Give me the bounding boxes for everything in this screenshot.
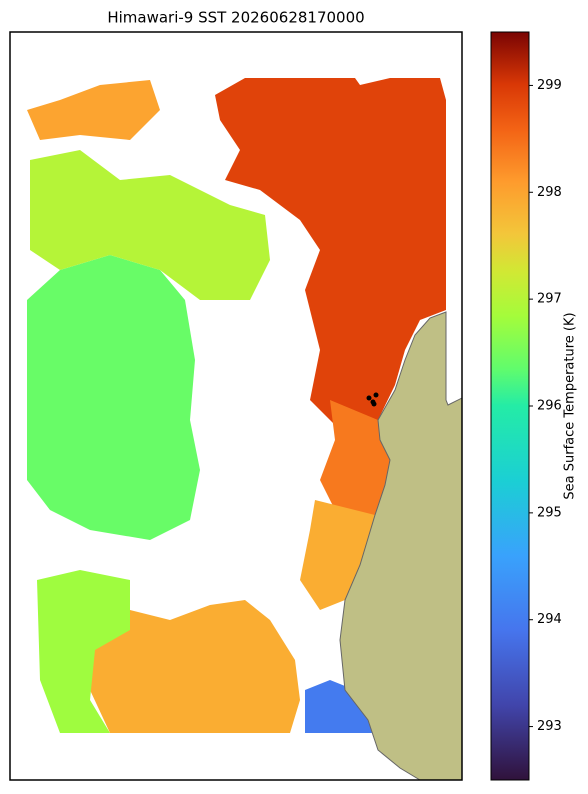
colorbar-tick-label: 297 <box>537 292 562 307</box>
sst-region <box>30 150 270 300</box>
marker-dot <box>366 395 372 401</box>
marker-dot <box>373 392 379 398</box>
colorbar-tick-label: 293 <box>537 719 562 734</box>
colorbar <box>490 31 530 781</box>
sst-region <box>215 78 446 440</box>
colorbar-label: Sea Surface Temperature (K) <box>563 312 578 499</box>
marker-dot <box>371 401 377 407</box>
sst-region <box>37 570 130 733</box>
map-area <box>27 78 462 780</box>
colorbar-tick-label: 298 <box>537 185 562 200</box>
map-frame <box>9 31 463 781</box>
sst-region <box>300 500 375 610</box>
sst-region <box>27 80 160 140</box>
sst-region <box>320 400 390 520</box>
colorbar-tick-label: 296 <box>537 399 562 414</box>
sst-region <box>90 600 300 733</box>
sst-region <box>27 255 200 540</box>
colorbar-tick-label: 299 <box>537 78 562 93</box>
land <box>339 311 462 780</box>
colorbar-tick-label: 294 <box>537 612 562 627</box>
colorbar-tick-label: 295 <box>537 505 562 520</box>
title: Himawari-9 SST 20260628170000 <box>107 9 364 27</box>
